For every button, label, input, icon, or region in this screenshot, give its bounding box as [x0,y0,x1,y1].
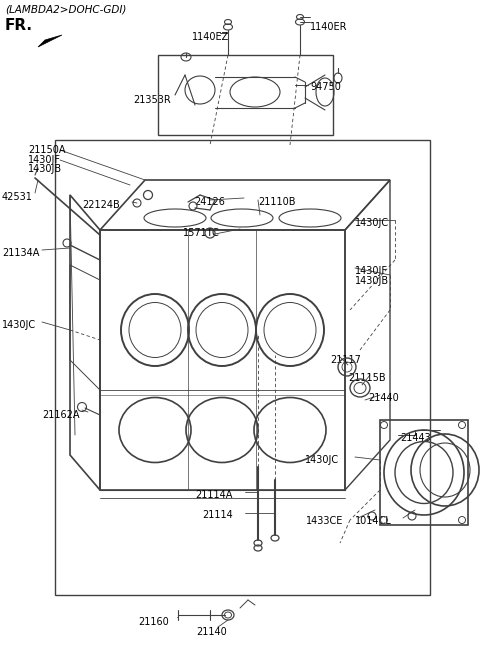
Text: 1014CL: 1014CL [355,516,392,526]
Text: 21443: 21443 [400,433,431,443]
Text: 1430JB: 1430JB [28,164,62,174]
Text: 21162A: 21162A [42,410,80,420]
Text: FR.: FR. [5,18,33,33]
Text: 1571TC: 1571TC [183,228,220,238]
Text: 21114A: 21114A [195,490,232,500]
Polygon shape [38,35,62,47]
Text: 21353R: 21353R [133,95,171,105]
Text: 21160: 21160 [138,617,169,627]
Text: 1430JC: 1430JC [305,455,339,465]
Text: 22124B: 22124B [82,200,120,210]
Text: 21134A: 21134A [2,248,39,258]
Text: 21440: 21440 [368,393,399,403]
Bar [55,140,430,595]
Text: (LAMBDA2>DOHC-GDI): (LAMBDA2>DOHC-GDI) [5,5,126,15]
Text: 42531: 42531 [2,192,33,202]
Text: 94750: 94750 [310,82,341,92]
Text: 21150A: 21150A [28,145,65,155]
Text: 1430JC: 1430JC [2,320,36,330]
Text: 1430JF: 1430JF [355,266,388,276]
Text: 1140EZ: 1140EZ [192,32,229,42]
Text: 1430JF: 1430JF [28,155,61,165]
Text: 21140: 21140 [196,627,227,637]
Bar [158,55,333,135]
Bar [380,420,468,525]
Text: 21114: 21114 [202,510,233,520]
Text: 1140ER: 1140ER [310,22,348,32]
Text: 21110B: 21110B [258,197,296,207]
Text: 21115B: 21115B [348,373,385,383]
Text: 1430JB: 1430JB [355,276,389,286]
Text: 24126: 24126 [194,197,225,207]
Text: 1433CE: 1433CE [306,516,343,526]
Text: 21117: 21117 [330,355,361,365]
Text: 1430JC: 1430JC [355,218,389,228]
